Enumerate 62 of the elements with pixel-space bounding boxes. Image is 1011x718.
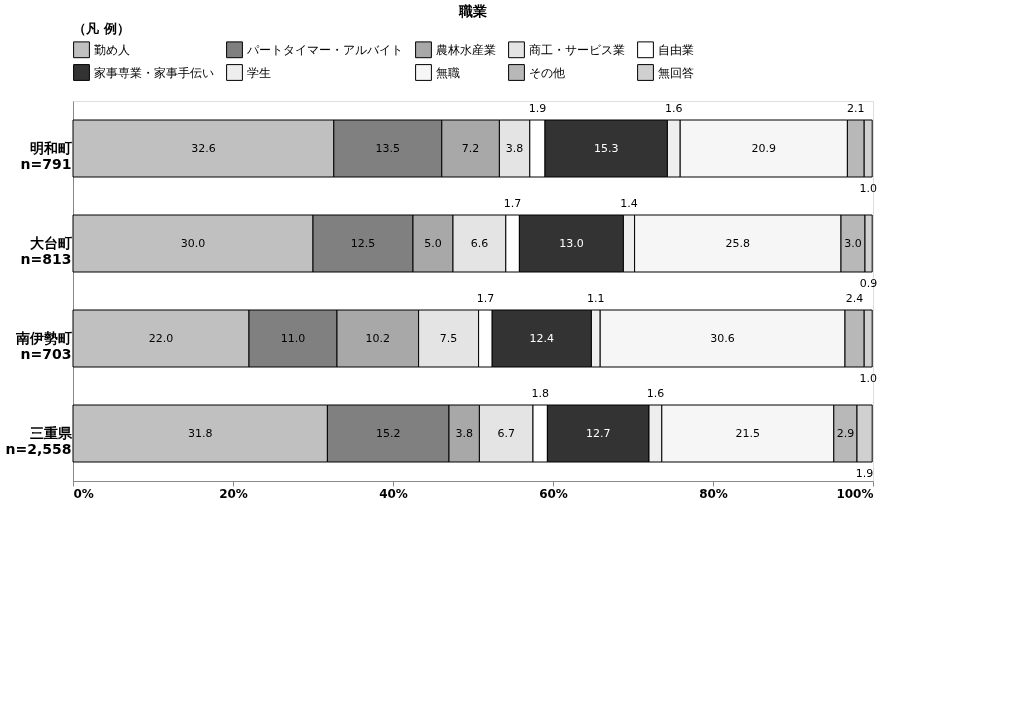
- x-tick-label: 80%: [699, 486, 728, 501]
- text: 1.8: [531, 386, 549, 400]
- y-tick-label: 南伊勢町 n=703: [14, 329, 72, 362]
- text: 13.5: [375, 141, 401, 155]
- text: 0.9: [859, 276, 878, 290]
- text: 6.6: [470, 236, 489, 250]
- text: 11.0: [280, 331, 306, 345]
- text: 10.2: [365, 331, 391, 345]
- legend-label: 自由業: [658, 42, 694, 57]
- legend-label: 商工・サービス業: [529, 42, 625, 57]
- text: 6.7: [497, 426, 515, 440]
- text: 12.5: [350, 236, 376, 250]
- text: 1.1: [587, 291, 605, 305]
- text: 20.9: [751, 141, 777, 155]
- text: 2.9: [836, 426, 855, 440]
- text: 1.6: [665, 101, 683, 115]
- text: 30.0: [180, 236, 206, 250]
- text: 1.4: [620, 196, 638, 210]
- legend-label: 無回答: [658, 65, 694, 80]
- text: 1.6: [646, 386, 665, 400]
- text: 12.4: [529, 331, 555, 345]
- legend-label: 学生: [247, 65, 271, 80]
- x-tick-label: 60%: [539, 486, 568, 501]
- text: 15.3: [593, 141, 619, 155]
- legend-title: （凡 例）: [73, 21, 130, 36]
- text: 2.4: [845, 291, 864, 305]
- text: 7.5: [439, 331, 458, 345]
- legend-label: パートタイマー・アルバイト: [246, 42, 403, 57]
- legend-label: その他: [529, 65, 565, 80]
- x-tick-label: 20%: [219, 486, 248, 501]
- text: 3.8: [505, 141, 524, 155]
- text: 7.2: [461, 141, 480, 155]
- text: 2.1: [847, 101, 865, 115]
- text: 3.0: [844, 236, 862, 250]
- text: 15.2: [375, 426, 401, 440]
- text: 1.0: [859, 371, 877, 385]
- legend-label: 農林水産業: [436, 42, 496, 57]
- text: 31.8: [187, 426, 213, 440]
- text: 1.9: [528, 101, 547, 115]
- text: 5.0: [424, 236, 442, 250]
- text: 3.8: [455, 426, 473, 440]
- text: 13.0: [559, 236, 584, 250]
- y-tick-label: 三重県 n=2,558: [5, 424, 73, 457]
- x-tick-label: 40%: [379, 486, 408, 501]
- legend-label: 勤め人: [94, 42, 130, 57]
- text: 32.6: [191, 141, 216, 155]
- text: 1.0: [859, 181, 877, 195]
- text: 30.6: [710, 331, 735, 345]
- text: 25.8: [725, 236, 751, 250]
- x-tick-label: 100%: [836, 486, 874, 501]
- text: 1.9: [855, 466, 874, 480]
- y-tick-label: 明和町 n=791: [20, 139, 72, 172]
- legend-label: 家事専業・家事手伝い: [94, 65, 214, 80]
- x-tick-label: 0%: [73, 486, 94, 501]
- text: 21.5: [735, 426, 761, 440]
- text: 1.7: [503, 196, 522, 210]
- chart-title: 職業: [458, 3, 487, 19]
- text: 12.7: [585, 426, 611, 440]
- text: 1.7: [476, 291, 495, 305]
- text: 22.0: [148, 331, 174, 345]
- y-tick-label: 大台町 n=813: [20, 234, 72, 267]
- legend-label: 無職: [436, 65, 460, 80]
